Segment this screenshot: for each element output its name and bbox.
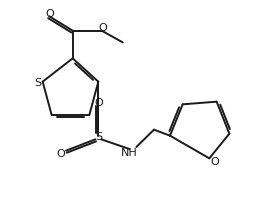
Text: O: O	[57, 148, 65, 158]
Text: NH: NH	[121, 147, 138, 157]
Text: O: O	[45, 9, 54, 19]
Text: O: O	[210, 157, 219, 166]
Text: S: S	[95, 132, 102, 142]
Text: S: S	[34, 77, 41, 87]
Text: O: O	[98, 23, 107, 33]
Text: O: O	[94, 98, 103, 108]
